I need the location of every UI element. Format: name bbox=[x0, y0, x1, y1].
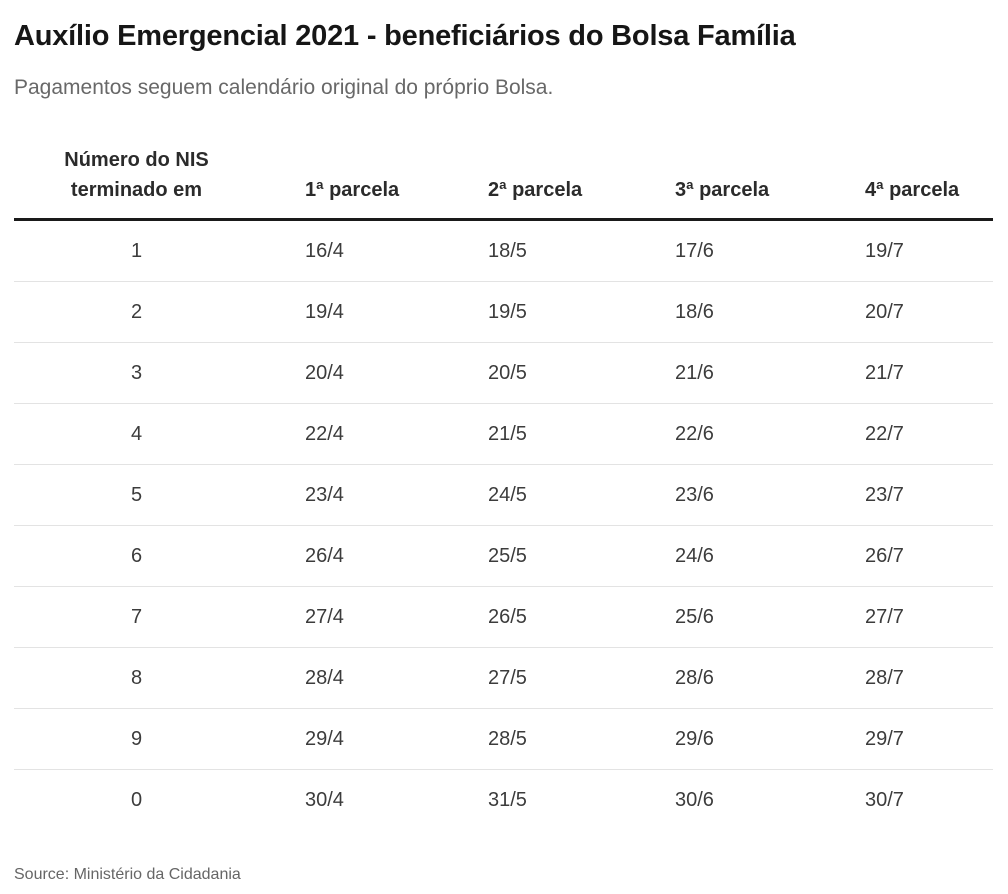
table-row: 0 30/4 31/5 30/6 30/7 bbox=[14, 770, 993, 831]
cell-nis-digit: 1 bbox=[14, 219, 305, 282]
cell-parcela-1-date: 28/4 bbox=[305, 647, 488, 709]
cell-parcela-1-date: 30/4 bbox=[305, 788, 344, 811]
cell-parcela-2-date: 26/5 bbox=[488, 586, 675, 648]
page-subtitle: Pagamentos seguem calendário original do… bbox=[14, 76, 554, 99]
cell-parcela-4-date: 30/7 bbox=[865, 788, 904, 811]
cell-parcela-2-date: 28/5 bbox=[488, 708, 675, 770]
cell-parcela-1-date: 23/4 bbox=[305, 464, 488, 526]
cell-parcela-2-date: 20/5 bbox=[488, 342, 675, 404]
cell-parcela-4-date: 26/7 bbox=[865, 525, 993, 587]
cell-nis-digit: 0 bbox=[130, 788, 143, 811]
column-header-nis: Número do NIS terminado em bbox=[14, 145, 305, 221]
cell-parcela-2-date: 21/5 bbox=[488, 403, 675, 465]
column-header-parcela-3: 3ª parcela bbox=[675, 145, 865, 221]
cell-parcela-4-date: 29/7 bbox=[865, 708, 993, 770]
cell-parcela-3-date: 17/6 bbox=[675, 219, 865, 282]
cell-nis-digit: 8 bbox=[14, 647, 305, 709]
cell-parcela-1-date: 29/4 bbox=[305, 708, 488, 770]
cell-parcela-2-date: 27/5 bbox=[488, 647, 675, 709]
cell-parcela-4-date: 21/7 bbox=[865, 342, 993, 404]
cell-nis-digit: 7 bbox=[14, 586, 305, 648]
cell-parcela-3-date: 29/6 bbox=[675, 708, 865, 770]
cell-parcela-4-date: 19/7 bbox=[865, 219, 993, 282]
cell-parcela-4-date: 28/7 bbox=[865, 647, 993, 709]
table-body: 1 16/4 18/5 17/6 19/7 2 19/4 19/5 18/6 20/7 3 20/4 2… bbox=[14, 219, 993, 831]
cell-parcela-1-date: 27/4 bbox=[305, 586, 488, 648]
cell-parcela-3-date: 24/6 bbox=[675, 525, 865, 587]
table-row: 9 29/4 28/5 29/6 29/7 bbox=[14, 708, 993, 770]
column-header-parcela-1: 1ª parcela bbox=[305, 145, 488, 221]
cell-parcela-2-date: 25/5 bbox=[488, 525, 675, 587]
cell-nis-digit: 3 bbox=[14, 342, 305, 404]
cell-parcela-1-date: 20/4 bbox=[305, 342, 488, 404]
table-header: Número do NIS terminado em 1ª parcela 2ª… bbox=[14, 145, 993, 221]
table-row: 8 28/4 27/5 28/6 28/7 bbox=[14, 647, 993, 709]
page-title: Auxílio Emergencial 2021 - beneficiários… bbox=[14, 20, 796, 52]
cell-parcela-1-date: 26/4 bbox=[305, 525, 488, 587]
cell-parcela-3-date: 23/6 bbox=[675, 464, 865, 526]
table-row: 3 20/4 20/5 21/6 21/7 bbox=[14, 342, 993, 404]
cell-parcela-3-date: 18/6 bbox=[675, 281, 865, 343]
cell-parcela-4-date: 23/7 bbox=[865, 464, 993, 526]
source-note: Source: Ministério da Cidadania bbox=[14, 866, 241, 883]
cell-nis-digit: 9 bbox=[14, 708, 305, 770]
cell-parcela-4-date: 20/7 bbox=[865, 281, 993, 343]
cell-parcela-2-date: 31/5 bbox=[488, 788, 527, 811]
cell-nis-digit: 2 bbox=[14, 281, 305, 343]
cell-parcela-1-date: 19/4 bbox=[305, 281, 488, 343]
payment-calendar-table: Número do NIS terminado em 1ª parcela 2ª… bbox=[14, 145, 993, 830]
table-row: 2 19/4 19/5 18/6 20/7 bbox=[14, 281, 993, 343]
column-header-parcela-2: 2ª parcela bbox=[488, 145, 675, 221]
cell-parcela-3-date: 22/6 bbox=[675, 403, 865, 465]
cell-parcela-3-date: 21/6 bbox=[675, 342, 865, 404]
cell-parcela-3-date: 28/6 bbox=[675, 647, 865, 709]
cell-nis-digit: 6 bbox=[14, 525, 305, 587]
cell-parcela-2-date: 24/5 bbox=[488, 464, 675, 526]
cell-parcela-4-date: 27/7 bbox=[865, 586, 993, 648]
cell-parcela-3-date: 25/6 bbox=[675, 586, 865, 648]
cell-parcela-4-date: 22/7 bbox=[865, 403, 993, 465]
column-header-nis-line2: terminado em bbox=[70, 179, 203, 201]
table-row: 5 23/4 24/5 23/6 23/7 bbox=[14, 464, 993, 526]
table-row: 6 26/4 25/5 24/6 26/7 bbox=[14, 525, 993, 587]
table-row: 7 27/4 26/5 25/6 27/7 bbox=[14, 586, 993, 648]
cell-parcela-2-date: 19/5 bbox=[488, 281, 675, 343]
cell-parcela-1-date: 22/4 bbox=[305, 403, 488, 465]
column-header-nis-line1: Número do NIS bbox=[64, 149, 209, 171]
cell-nis-digit: 4 bbox=[14, 403, 305, 465]
table-row: 1 16/4 18/5 17/6 19/7 bbox=[14, 219, 993, 282]
cell-parcela-3-date: 30/6 bbox=[675, 788, 714, 811]
cell-parcela-1-date: 16/4 bbox=[305, 219, 488, 282]
table-header-row: Número do NIS terminado em 1ª parcela 2ª… bbox=[14, 145, 993, 221]
cell-parcela-2-date: 18/5 bbox=[488, 219, 675, 282]
cell-nis-digit: 5 bbox=[14, 464, 305, 526]
column-header-parcela-4: 4ª parcela bbox=[865, 145, 993, 221]
table-row: 4 22/4 21/5 22/6 22/7 bbox=[14, 403, 993, 465]
